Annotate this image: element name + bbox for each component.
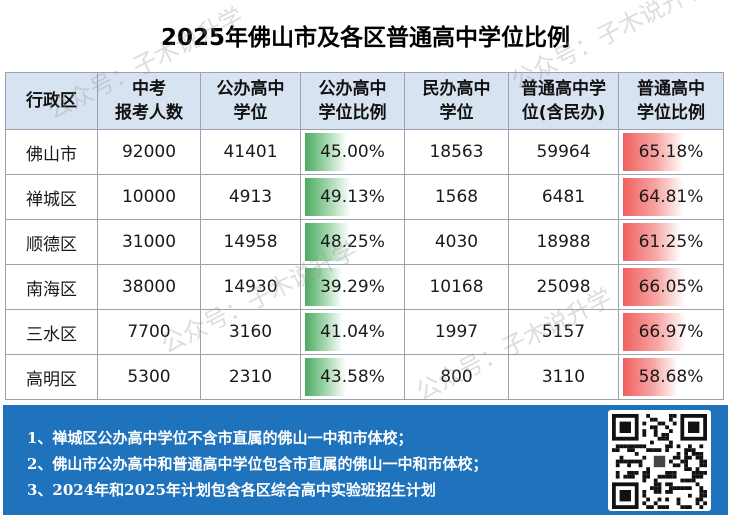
district-cell: 三水区 (5, 309, 98, 355)
page-title: 2025年佛山市及各区普通高中学位比例 (160, 25, 570, 51)
header-total-seats: 普通高中学 位(含民办) (508, 72, 619, 130)
private-seats-cell: 18563 (404, 129, 509, 175)
table-header-row: 行政区 中考 报考人数 公办高中 学位 公办高中 学位比例 民办高中 学位 普通高中学位… (5, 72, 724, 130)
applicants-cell: 5300 (97, 354, 201, 400)
public-ratio-cell: 48.25% (300, 219, 405, 265)
public-seats-cell: 4913 (200, 174, 301, 220)
total-ratio-bar (623, 223, 681, 261)
total-ratio-cell: 66.05% (618, 264, 724, 310)
table-row: 三水区 7700 3160 41.04% 1997 5157 66.97% (5, 309, 724, 355)
public-seats-cell: 2310 (200, 354, 301, 400)
public-seats-cell: 41401 (200, 129, 301, 175)
public-ratio-value: 48.25% (320, 232, 385, 252)
header-applicants: 中考 报考人数 (97, 72, 201, 130)
total-ratio-cell: 66.97% (618, 309, 724, 355)
total-ratio-value: 66.05% (638, 277, 704, 297)
total-ratio-cell: 65.18% (618, 129, 724, 175)
note-line: 2、佛山市公办高中和普通高中学位包含市直属的佛山一中和市体校； (27, 455, 488, 473)
private-seats-cell: 1997 (404, 309, 509, 355)
public-ratio-bar (305, 178, 351, 216)
public-seats-cell: 3160 (200, 309, 301, 355)
table-row: 顺德区 31000 14958 48.25% 4030 18988 61.25% (5, 219, 724, 265)
table-row: 南海区 38000 14930 39.29% 10168 25098 66.05… (5, 264, 724, 310)
public-ratio-value: 39.29% (320, 277, 385, 297)
district-cell: 佛山市 (5, 129, 98, 175)
total-seats-cell: 6481 (508, 174, 619, 220)
header-public-ratio: 公办高中 学位比例 (300, 72, 405, 130)
header-private-seats: 民办高中 学位 (404, 72, 509, 130)
public-ratio-bar (305, 223, 350, 261)
private-seats-cell: 10168 (404, 264, 509, 310)
qr-code (608, 410, 711, 511)
notes-panel: 1、禅城区公办高中学位不含市直属的佛山一中和市体校； 2、佛山市公办高中和普通高… (3, 405, 728, 515)
qr-code-icon (612, 414, 707, 509)
total-ratio-value: 58.68% (638, 367, 704, 387)
applicants-cell: 10000 (97, 174, 201, 220)
total-ratio-bar (623, 133, 684, 171)
applicants-cell: 92000 (97, 129, 201, 175)
total-ratio-bar (623, 358, 678, 396)
public-ratio-value: 49.13% (320, 187, 385, 207)
public-ratio-bar (305, 358, 346, 396)
total-ratio-bar (623, 268, 685, 306)
public-ratio-bar (305, 268, 342, 306)
public-ratio-bar (305, 133, 347, 171)
public-ratio-cell: 49.13% (300, 174, 405, 220)
header-total-ratio: 普通高中 学位比例 (618, 72, 724, 130)
table-row: 高明区 5300 2310 43.58% 800 3110 58.68% (5, 354, 724, 400)
private-seats-cell: 800 (404, 354, 509, 400)
total-ratio-value: 65.18% (638, 142, 704, 162)
district-cell: 顺德区 (5, 219, 98, 265)
total-ratio-bar (623, 178, 684, 216)
total-seats-cell: 18988 (508, 219, 619, 265)
table-row: 禅城区 10000 4913 49.13% 1568 6481 64.81% (5, 174, 724, 220)
note-line: 1、禅城区公办高中学位不含市直属的佛山一中和市体校； (27, 429, 413, 447)
total-seats-cell: 5157 (508, 309, 619, 355)
public-ratio-value: 43.58% (320, 367, 385, 387)
district-cell: 高明区 (5, 354, 98, 400)
total-ratio-bar (623, 313, 686, 351)
applicants-cell: 38000 (97, 264, 201, 310)
applicants-cell: 31000 (97, 219, 201, 265)
public-ratio-cell: 39.29% (300, 264, 405, 310)
district-cell: 禅城区 (5, 174, 98, 220)
public-seats-cell: 14958 (200, 219, 301, 265)
private-seats-cell: 1568 (404, 174, 509, 220)
table-row: 佛山市 92000 41401 45.00% 18563 59964 65.18… (5, 129, 724, 175)
public-ratio-cell: 41.04% (300, 309, 405, 355)
public-ratio-value: 45.00% (320, 142, 385, 162)
total-ratio-cell: 58.68% (618, 354, 724, 400)
total-ratio-value: 64.81% (638, 187, 704, 207)
total-seats-cell: 59964 (508, 129, 619, 175)
district-cell: 南海区 (5, 264, 98, 310)
total-seats-cell: 3110 (508, 354, 619, 400)
public-ratio-cell: 43.58% (300, 354, 405, 400)
public-seats-cell: 14930 (200, 264, 301, 310)
public-ratio-value: 41.04% (320, 322, 385, 342)
total-ratio-cell: 64.81% (618, 174, 724, 220)
total-ratio-value: 61.25% (638, 232, 704, 252)
total-ratio-value: 66.97% (638, 322, 704, 342)
public-ratio-bar (305, 313, 343, 351)
total-ratio-cell: 61.25% (618, 219, 724, 265)
private-seats-cell: 4030 (404, 219, 509, 265)
header-public-seats: 公办高中 学位 (200, 72, 301, 130)
header-district: 行政区 (5, 72, 98, 130)
note-line: 3、2024年和2025年计划包含各区综合高中实验班招生计划 (27, 481, 436, 499)
total-seats-cell: 25098 (508, 264, 619, 310)
applicants-cell: 7700 (97, 309, 201, 355)
seat-ratio-table: 行政区 中考 报考人数 公办高中 学位 公办高中 学位比例 民办高中 学位 普通高中学位… (5, 72, 724, 400)
public-ratio-cell: 45.00% (300, 129, 405, 175)
